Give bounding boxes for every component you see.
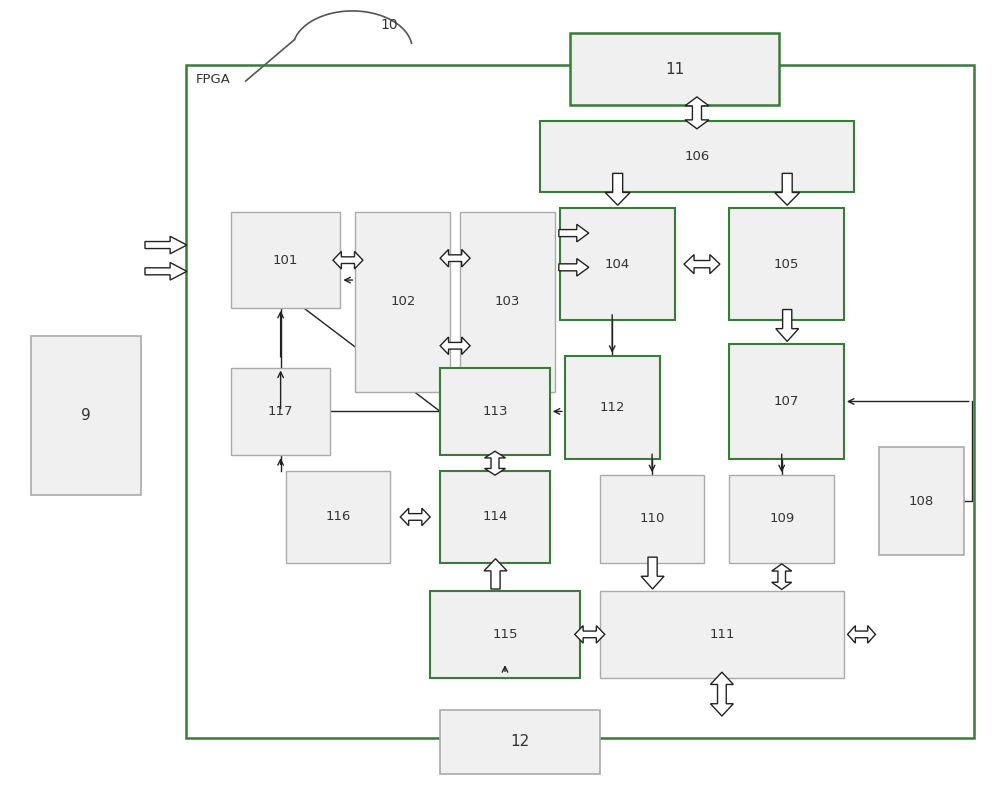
- Text: 112: 112: [599, 401, 625, 414]
- Text: 12: 12: [510, 734, 530, 749]
- Bar: [186, 65, 974, 738]
- Text: 101: 101: [273, 253, 298, 267]
- Bar: [570, 34, 779, 105]
- Bar: [540, 121, 854, 193]
- Bar: [600, 475, 704, 562]
- Polygon shape: [559, 259, 589, 276]
- Text: 102: 102: [390, 296, 415, 308]
- Text: 103: 103: [495, 296, 520, 308]
- Text: 111: 111: [709, 628, 735, 641]
- Bar: [600, 590, 844, 678]
- Bar: [440, 471, 550, 562]
- Text: 113: 113: [482, 405, 508, 418]
- Polygon shape: [400, 508, 430, 526]
- Polygon shape: [605, 173, 630, 205]
- Text: 109: 109: [769, 512, 794, 526]
- Polygon shape: [145, 263, 187, 280]
- Bar: [729, 344, 844, 459]
- Polygon shape: [333, 252, 363, 269]
- Polygon shape: [684, 255, 720, 274]
- Text: 105: 105: [774, 257, 799, 271]
- Polygon shape: [776, 309, 799, 341]
- Bar: [231, 213, 340, 308]
- Bar: [31, 336, 141, 495]
- Polygon shape: [485, 451, 505, 475]
- Bar: [440, 710, 600, 773]
- Bar: [231, 368, 330, 455]
- Polygon shape: [848, 626, 875, 643]
- Text: 116: 116: [325, 511, 351, 523]
- Polygon shape: [145, 237, 187, 254]
- Text: FPGA: FPGA: [196, 73, 231, 86]
- Text: 9: 9: [81, 408, 91, 423]
- Text: 104: 104: [605, 257, 630, 271]
- Bar: [560, 209, 675, 320]
- Polygon shape: [559, 225, 589, 242]
- Polygon shape: [685, 97, 709, 129]
- Bar: [430, 590, 580, 678]
- Text: 106: 106: [684, 150, 710, 163]
- Polygon shape: [575, 626, 605, 643]
- Polygon shape: [440, 337, 470, 355]
- Bar: [460, 213, 555, 392]
- Polygon shape: [772, 564, 792, 590]
- Bar: [286, 471, 390, 562]
- Bar: [355, 213, 450, 392]
- Text: 110: 110: [639, 512, 665, 526]
- Bar: [729, 475, 834, 562]
- Polygon shape: [641, 557, 664, 589]
- Text: 108: 108: [909, 495, 934, 507]
- Text: 115: 115: [492, 628, 518, 641]
- Text: 114: 114: [482, 511, 508, 523]
- Bar: [440, 368, 550, 455]
- Text: 107: 107: [774, 395, 799, 408]
- Text: 10: 10: [380, 18, 398, 32]
- Text: 11: 11: [665, 62, 684, 77]
- Polygon shape: [710, 672, 733, 716]
- Polygon shape: [484, 559, 507, 589]
- Bar: [729, 209, 844, 320]
- Bar: [565, 356, 660, 459]
- Bar: [879, 447, 964, 555]
- Text: 117: 117: [268, 405, 293, 418]
- Polygon shape: [440, 249, 470, 267]
- Polygon shape: [775, 173, 800, 205]
